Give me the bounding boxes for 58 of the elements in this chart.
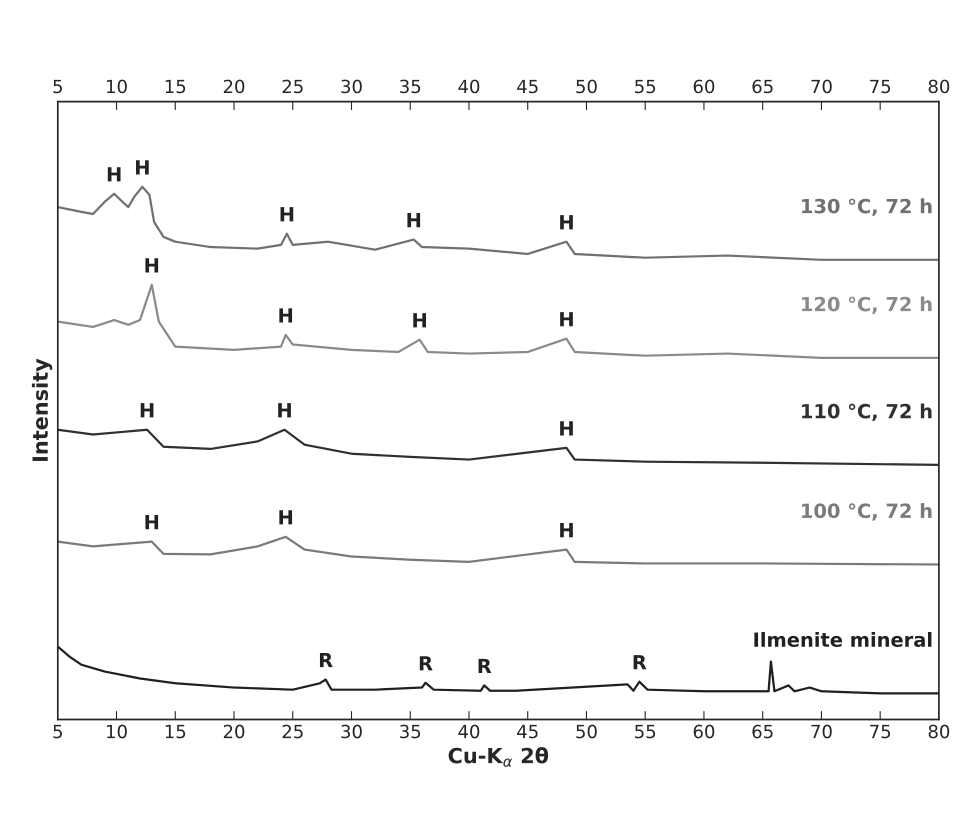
annotation: H xyxy=(108,167,121,182)
annotation: H xyxy=(278,403,291,418)
x-tick-label: 50 xyxy=(576,724,597,738)
annotation: H xyxy=(136,160,149,174)
annotation: H xyxy=(145,515,158,530)
x-tick-label: 65 xyxy=(752,724,773,738)
annotation: R xyxy=(420,656,433,670)
x2-tick-label: 15 xyxy=(166,80,186,94)
annotation: H xyxy=(140,403,154,418)
x-tick-label: 70 xyxy=(811,724,832,738)
x2-tick-label: 75 xyxy=(870,80,890,94)
x2-tick-label: 70 xyxy=(811,80,832,94)
y-axis-title: Intensity xyxy=(32,358,52,461)
annotation: H xyxy=(407,213,420,228)
x2-tick-label: 10 xyxy=(107,80,127,94)
annotation: H xyxy=(560,215,573,230)
x-tick-label: 75 xyxy=(870,724,890,738)
text: 130 °C, 72 h xyxy=(802,198,932,216)
annotation: H xyxy=(560,421,573,436)
x-tick-label: 40 xyxy=(458,724,480,738)
annotation: H xyxy=(560,523,573,538)
x-tick-label: 30 xyxy=(341,724,362,738)
text: 110 °C, 72 h xyxy=(802,403,932,421)
x-tick-label: 20 xyxy=(224,724,244,738)
x-tick-label: 80 xyxy=(928,724,950,738)
x-tick-label: 60 xyxy=(694,724,714,738)
x2-tick-label: 35 xyxy=(400,80,420,94)
x2-tick-label: 40 xyxy=(458,80,480,94)
annotation: H xyxy=(280,207,294,222)
x2-tick-label: 5 xyxy=(53,80,62,94)
annotation: H xyxy=(560,312,573,326)
x2-tick-label: 65 xyxy=(752,80,773,94)
x2-tick-label: 25 xyxy=(282,80,303,94)
annotation: H xyxy=(279,308,292,323)
x-axis-title: Cu-K$_{α}$ 2θ xyxy=(448,747,548,767)
x2-tick-label: 55 xyxy=(635,80,656,94)
x-tick-label: 15 xyxy=(166,724,186,738)
x2-tick-label: 80 xyxy=(928,80,950,94)
annotation: R xyxy=(478,658,492,674)
x-tick-label: 55 xyxy=(635,724,656,738)
text: 120 °C, 72 h xyxy=(802,296,932,314)
annotation: H xyxy=(279,510,292,524)
x2-tick-label: 50 xyxy=(576,80,597,94)
x2-tick-label: 30 xyxy=(341,80,362,94)
annotation: R xyxy=(320,653,333,668)
x-tick-label: 35 xyxy=(400,724,420,738)
annotation: H xyxy=(145,258,158,272)
x-tick-label: 25 xyxy=(282,724,303,738)
x-tick-label: 45 xyxy=(517,724,538,738)
x2-tick-label: 45 xyxy=(517,80,538,94)
x2-tick-label: 20 xyxy=(224,80,244,94)
annotation: H xyxy=(413,313,426,328)
x2-tick-label: 60 xyxy=(694,80,714,94)
series-label: Ilmenite mineral xyxy=(754,632,932,648)
annotation: R xyxy=(634,655,646,670)
x-tick-label: 10 xyxy=(107,724,127,738)
text: 100 °C, 72 h xyxy=(802,503,932,521)
x-tick-label: 5 xyxy=(53,724,62,738)
